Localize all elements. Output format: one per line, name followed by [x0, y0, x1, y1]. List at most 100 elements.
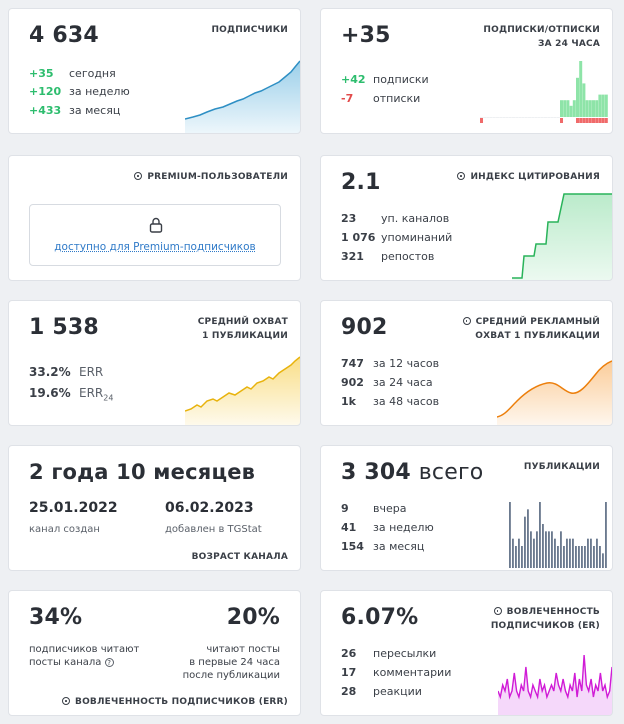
subs-row: +42 подписки [341, 73, 429, 86]
err-row: 33.2% ERR [29, 365, 103, 379]
created-label: канал создан [29, 524, 100, 535]
publications-week-label: за неделю [373, 521, 434, 534]
publications-card[interactable]: 3 304 всего ПУБЛИКАЦИИ 9 вчера 41 за нед… [320, 445, 613, 571]
subs-bar [601, 94, 605, 117]
subscribers-today-label: сегодня [69, 67, 116, 80]
subscribers-count: 4 634 [29, 23, 99, 48]
ad-reach-48h-value: 1k [341, 395, 356, 408]
publications-bar [578, 546, 580, 568]
ad-reach-title-line2: ОХВАТ 1 ПУБЛИКАЦИИ [475, 331, 600, 341]
unsubs-value: -7 [341, 92, 354, 105]
engagement-er-line [498, 654, 612, 700]
subs-bar [515, 117, 519, 118]
citation-index: 2.1 [341, 170, 381, 195]
subs-bar [547, 117, 551, 118]
unsubs-row: -7 отписки [341, 92, 420, 105]
engagement-err-card[interactable]: 34% подписчиков читают посты канала ? 20… [8, 590, 301, 716]
channel-age-value: 2 года 10 месяцев [29, 460, 256, 484]
subs-bar [588, 100, 592, 117]
ad-reach-sparkline [497, 360, 612, 425]
subs-bar [569, 105, 573, 117]
publications-bar [605, 502, 607, 568]
engagement-err-footer: ВОВЛЕЧЕННОСТЬ ПОДПИСЧИКОВ (ERR) [62, 695, 288, 709]
citation-channels-label: уп. каналов [381, 212, 450, 225]
reach-title-line2: 1 ПУБЛИКАЦИИ [202, 331, 288, 341]
channel-age-footer: ВОЗРАСТ КАНАЛА [191, 552, 288, 562]
subscribers-week-label: за неделю [69, 85, 130, 98]
publications-bar [602, 553, 604, 568]
publications-month-value: 154 [341, 540, 364, 553]
subscribers-today-value: +35 [29, 67, 54, 80]
err-right-label: читают посты в первые 24 часа после публ… [183, 643, 280, 682]
subs-bar [486, 117, 490, 118]
subs-bar [518, 117, 522, 118]
subs-unsubs-card[interactable]: +35 ПОДПИСКИ/ОТПИСКИ ЗА 24 ЧАСА +42 подп… [320, 8, 613, 134]
err24-label: ERR24 [79, 386, 113, 402]
subs-bar [579, 61, 583, 117]
err-left-label-line2: посты канала [29, 657, 102, 668]
err-right-label-line2: в первые 24 часа [189, 657, 280, 668]
publications-week-row: 41 за неделю [341, 521, 434, 534]
err-label: ERR [79, 365, 104, 379]
unsubs-bar [585, 118, 589, 123]
unsubs-bar [576, 118, 579, 123]
publications-bar [572, 538, 574, 568]
reach-card[interactable]: 1 538 СРЕДНИЙ ОХВАТ 1 ПУБЛИКАЦИИ 33.2% E… [8, 300, 301, 426]
publications-bar [512, 538, 514, 568]
publications-bar [530, 531, 532, 568]
publications-total: 3 304 всего [341, 460, 483, 485]
comments-value: 17 [341, 666, 357, 679]
channel-age-card[interactable]: 2 года 10 месяцев 25.01.2022 канал созда… [8, 445, 301, 571]
ad-reach-card[interactable]: 902 СРЕДНИЙ РЕКЛАМНЫЙ ОХВАТ 1 ПУБЛИКАЦИИ… [320, 300, 613, 426]
premium-card[interactable]: PREMIUM-ПОЛЬЗОВАТЕЛИ доступно для Premiu… [8, 155, 301, 281]
publications-bar [548, 531, 550, 568]
publications-bar [599, 546, 601, 568]
publications-bar [521, 546, 523, 568]
subs-unsubs-net: +35 [341, 23, 391, 48]
citation-card[interactable]: 2.1 ИНДЕКС ЦИТИРОВАНИЯ 23 уп. каналов 1 … [320, 155, 613, 281]
subs-bar [508, 117, 512, 118]
reactions-row: 28 реакции [341, 685, 422, 698]
citation-mentions-value: 1 076 [341, 231, 376, 244]
ad-reach-title-line1: СРЕДНИЙ РЕКЛАМНЫЙ [475, 317, 600, 327]
publications-title: ПУБЛИКАЦИИ [523, 462, 600, 472]
subs-bar [572, 100, 576, 117]
premium-link[interactable]: доступно для Premium-подписчиков [54, 241, 256, 253]
subs-bar [534, 117, 538, 118]
publications-week-value: 41 [341, 521, 357, 534]
subs-bar [556, 117, 560, 118]
subscribers-card[interactable]: 4 634 ПОДПИСЧИКИ +35 сегодня +120 за нед… [8, 8, 301, 134]
premium-locked-box[interactable]: доступно для Premium-подписчиков [29, 204, 281, 266]
err-right-label-line3: после публикации [182, 670, 280, 681]
forwards-row: 26 пересылки [341, 647, 436, 660]
subscribers-week-row: +120 за неделю [29, 85, 130, 98]
subscribers-title: ПОДПИСЧИКИ [211, 25, 288, 35]
publications-bar [533, 538, 535, 568]
subs-bar [560, 100, 563, 117]
subscribers-month-row: +433 за месяц [29, 104, 120, 117]
citation-title-text: ИНДЕКС ЦИТИРОВАНИЯ [470, 172, 600, 182]
reach-value: 1 538 [29, 315, 99, 340]
publications-bar [587, 538, 589, 568]
publications-bar [539, 502, 541, 568]
publications-bar [515, 546, 517, 568]
err24-label-text: ERR [79, 386, 104, 400]
question-circle-icon[interactable]: ? [104, 658, 114, 667]
subs-bar [544, 117, 547, 118]
publications-bar [596, 538, 598, 568]
info-circle-icon [134, 172, 143, 180]
subs-bar [592, 100, 595, 117]
publications-bar [545, 531, 547, 568]
err-right-value: 20% [226, 605, 280, 630]
publications-bar [581, 546, 583, 568]
engagement-er-title-line2: ПОДПИСЧИКОВ (ER) [490, 621, 600, 631]
publications-bar [593, 546, 595, 568]
publications-yesterday-value: 9 [341, 502, 349, 515]
subs-unsubs-title: ПОДПИСКИ/ОТПИСКИ ЗА 24 ЧАСА [483, 23, 600, 51]
engagement-er-value: 6.07% [341, 605, 419, 630]
engagement-er-card[interactable]: 6.07% ВОВЛЕЧЕННОСТЬ ПОДПИСЧИКОВ (ER) 26 … [320, 590, 613, 716]
subs-bar [598, 94, 602, 117]
err-value: 33.2% [29, 365, 71, 379]
info-circle-icon [493, 607, 502, 615]
publications-yesterday-row: 9 вчера [341, 502, 406, 515]
